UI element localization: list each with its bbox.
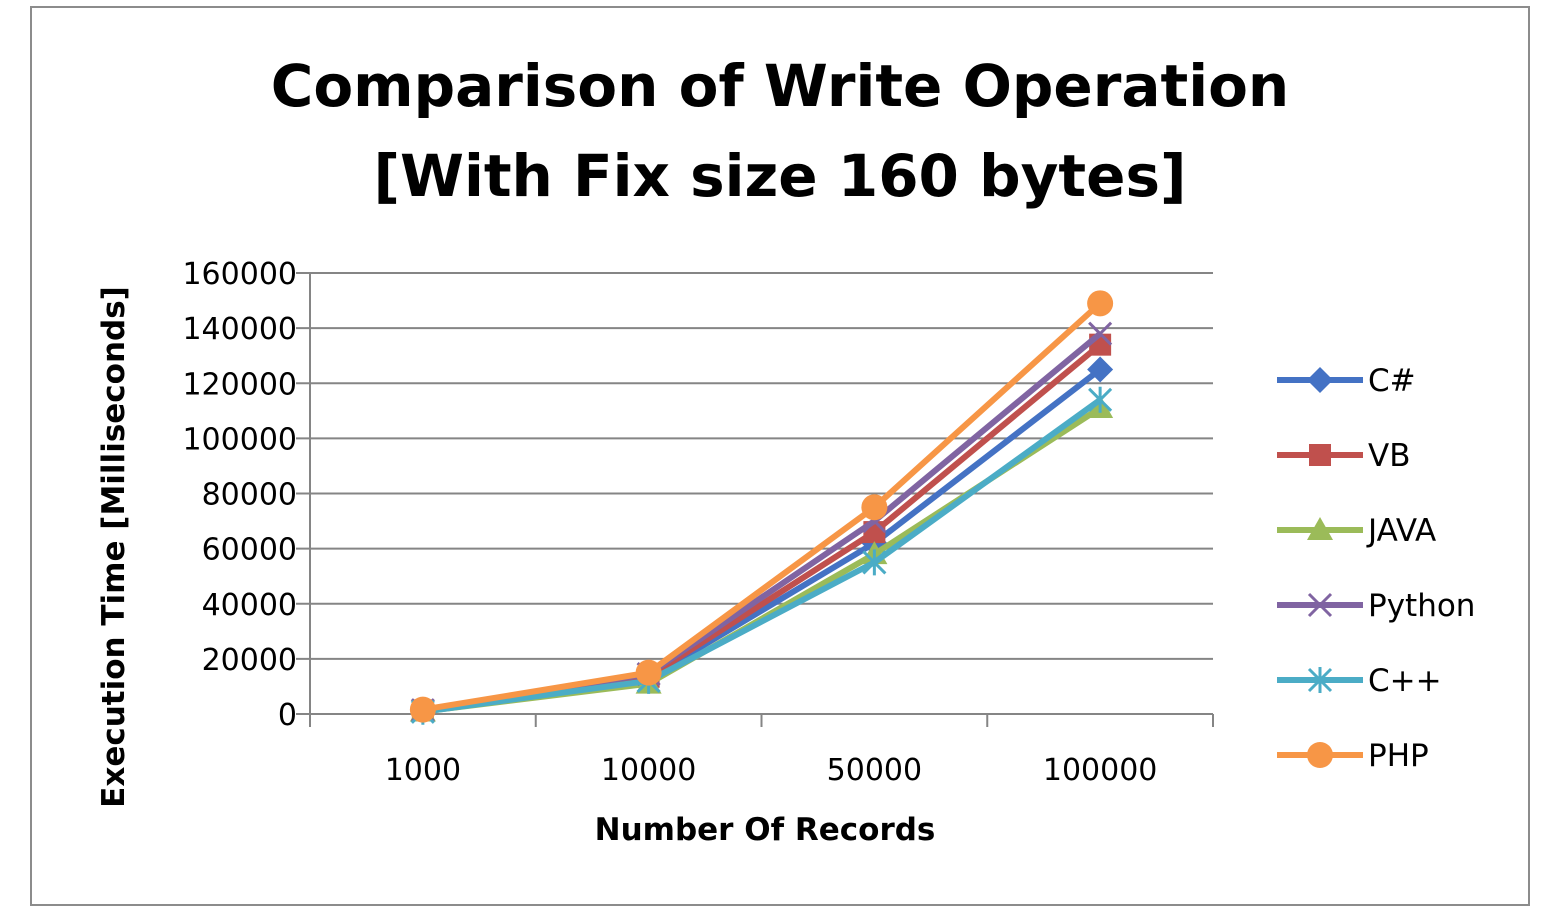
legend-marker <box>1309 444 1331 466</box>
y-tick-label: 40000 <box>202 588 297 623</box>
y-tick-label: 60000 <box>202 533 297 568</box>
chart-title-line-2: [With Fix size 160 bytes] <box>373 142 1186 210</box>
legend: C# VB JAVA Python C++ PHP <box>1277 363 1475 774</box>
series-line <box>422 405 1102 715</box>
data-point <box>861 494 888 521</box>
series-line <box>422 331 1103 714</box>
y-tick-labels: 0 20000 40000 60000 80000 100000 120000 140000 1… <box>182 257 297 733</box>
legend-marker <box>1307 667 1333 693</box>
legend-item: PHP <box>1277 738 1429 774</box>
y-tick-label: 100000 <box>182 422 297 457</box>
series-line <box>422 342 1103 714</box>
legend-label: Python <box>1368 588 1475 624</box>
legend-marker <box>1307 517 1333 540</box>
legend-marker <box>1307 592 1333 618</box>
x-tick-label: 10000 <box>601 753 696 788</box>
y-tick-label: 80000 <box>202 478 297 513</box>
data-point <box>409 696 436 723</box>
data-point <box>1088 321 1113 346</box>
x-tick-label: 1000 <box>385 753 461 788</box>
y-tick-label: 160000 <box>182 257 297 292</box>
gridlines <box>310 272 1213 660</box>
x-tick-labels: 1000 10000 50000 100000 <box>385 753 1158 788</box>
x-tick-label: 100000 <box>1043 753 1158 788</box>
x-axis-title: Number Of Records <box>595 812 936 848</box>
legend-item: Python <box>1277 588 1475 624</box>
series-lines <box>409 290 1114 725</box>
legend-item: JAVA <box>1277 513 1436 549</box>
data-point <box>1088 386 1113 413</box>
legend-label: VB <box>1368 438 1410 474</box>
legend-label: C++ <box>1368 663 1442 699</box>
legend-item: C++ <box>1277 663 1442 699</box>
y-tick-label: 20000 <box>202 643 297 678</box>
series-php <box>409 290 1114 723</box>
series-line <box>422 397 1102 715</box>
data-point <box>1087 356 1114 383</box>
data-point <box>1087 290 1114 317</box>
y-tick-label: 140000 <box>182 312 297 347</box>
legend-label: C# <box>1368 363 1416 399</box>
axes <box>296 272 1214 727</box>
data-point <box>862 549 887 576</box>
legend-marker <box>1307 367 1333 393</box>
x-tick-label: 50000 <box>827 753 922 788</box>
y-tick-label: 0 <box>278 698 297 733</box>
legend-item: VB <box>1277 438 1410 474</box>
y-tick-label: 120000 <box>182 367 297 402</box>
legend-label: PHP <box>1368 738 1429 774</box>
chart-title-line-1: Comparison of Write Operation <box>271 52 1289 120</box>
chart-title: Comparison of Write Operation [With Fix … <box>271 52 1289 210</box>
data-point <box>635 659 662 686</box>
legend-label: JAVA <box>1366 513 1436 549</box>
y-axis-title: Execution Time [Milliseconds] <box>96 286 132 808</box>
legend-marker <box>1307 742 1333 768</box>
series-line <box>422 301 1103 713</box>
legend-item: C# <box>1277 363 1416 399</box>
